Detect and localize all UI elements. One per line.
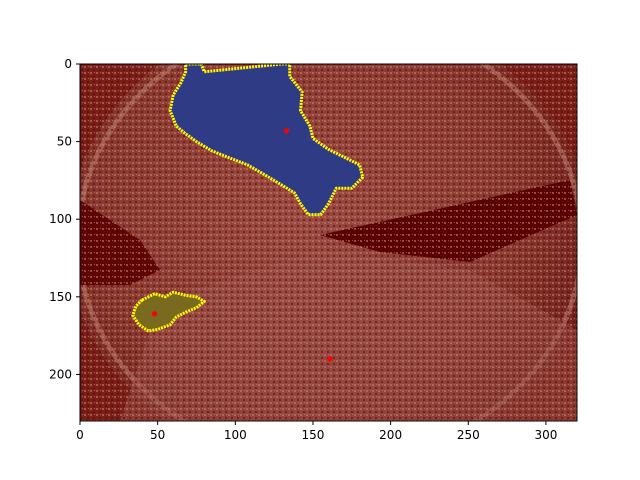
- marker-point-2: [151, 311, 158, 317]
- marker-point-1: [283, 128, 290, 134]
- segmentation-region-2: [131, 290, 206, 333]
- x-tick-label: 250: [457, 428, 480, 442]
- x-tick-label: 300: [534, 428, 557, 442]
- regions-layer: [131, 64, 365, 333]
- x-tick-label: 50: [150, 428, 165, 442]
- y-axis-ticks: 0 50 100 150 200: [49, 57, 80, 381]
- y-tick-label: 100: [49, 212, 72, 226]
- y-tick-label: 50: [57, 135, 72, 149]
- plot-area: [80, 64, 577, 421]
- y-tick-label: 150: [49, 290, 72, 304]
- x-tick-label: 150: [302, 428, 325, 442]
- heatmap-background: [80, 64, 577, 421]
- axes-frame: [79, 63, 578, 422]
- x-axis-ticks: 0 50 100 150 200 250 300: [76, 421, 557, 442]
- texture-overlay: [80, 64, 577, 421]
- x-tick-label: 200: [379, 428, 402, 442]
- y-tick-label: 200: [49, 367, 72, 381]
- points-layer: [151, 128, 333, 362]
- segmentation-region-1: [168, 64, 365, 217]
- x-tick-label: 100: [224, 428, 247, 442]
- y-tick-label: 0: [64, 57, 72, 71]
- x-tick-label: 0: [76, 428, 84, 442]
- marker-point-3: [327, 356, 333, 362]
